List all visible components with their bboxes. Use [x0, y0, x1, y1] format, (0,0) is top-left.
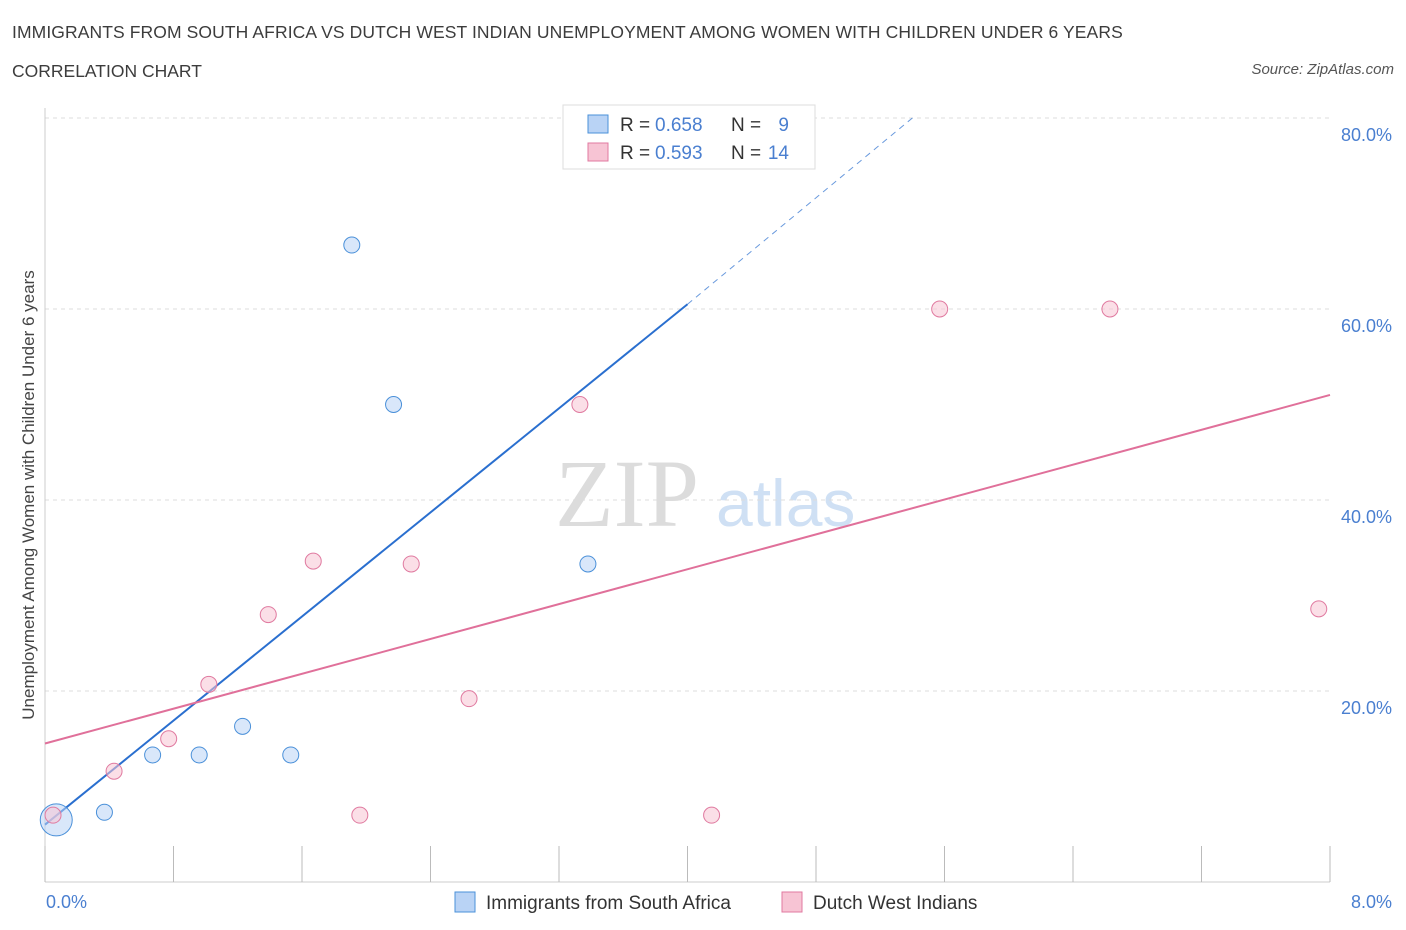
chart-title: IMMIGRANTS FROM SOUTH AFRICA VS DUTCH WE… [12, 22, 1123, 42]
point-dutch-west-indians [304, 552, 322, 570]
point-south-africa [343, 236, 361, 254]
legend-n-value: 9 [778, 115, 789, 136]
point-south-africa [234, 717, 252, 735]
point-dutch-west-indians [259, 606, 277, 624]
trendline-south-africa-extension [687, 117, 913, 305]
y-tick-label: 20.0% [1341, 698, 1392, 718]
point-dutch-west-indians [105, 762, 123, 780]
x-tick-label: 8.0% [1351, 892, 1392, 912]
bottom-legend-swatch-dutch-west-indians [781, 891, 803, 913]
legend-r-value: 0.593 [655, 143, 703, 164]
point-south-africa [282, 746, 300, 764]
legend-r-label: R = [620, 115, 650, 136]
y-tick-label: 60.0% [1341, 316, 1392, 336]
x-tick-label: 0.0% [46, 892, 87, 912]
legend-swatch-south-africa [587, 114, 609, 134]
bottom-legend-swatch-south-africa [454, 891, 476, 913]
legend-r-value: 0.658 [655, 115, 703, 136]
point-dutch-west-indians [44, 806, 62, 824]
point-south-africa [190, 746, 208, 764]
point-dutch-west-indians [1101, 300, 1119, 318]
y-tick-label: 40.0% [1341, 507, 1392, 527]
trendline-dutch-west-indians [44, 393, 1331, 745]
legend-r-label: R = [620, 143, 650, 164]
point-dutch-west-indians [1310, 600, 1328, 618]
watermark-atlas: atlas [716, 466, 855, 540]
point-dutch-west-indians [160, 730, 178, 748]
watermark-zip: ZIP [555, 440, 699, 547]
y-tick-label: 80.0% [1341, 125, 1392, 145]
source-label: Source: ZipAtlas.com [1251, 61, 1394, 78]
point-south-africa [385, 396, 403, 413]
point-south-africa [95, 803, 113, 821]
point-dutch-west-indians [931, 300, 949, 318]
point-dutch-west-indians [460, 690, 478, 708]
bottom-legend-label-south-africa: Immigrants from South Africa [486, 893, 731, 914]
trendline-south-africa [44, 303, 689, 826]
point-south-africa [579, 555, 597, 573]
legend-n-value: 14 [768, 143, 790, 164]
legend-swatch-dutch-west-indians [587, 142, 609, 162]
point-dutch-west-indians [402, 555, 420, 573]
point-dutch-west-indians [703, 806, 721, 824]
point-south-africa [144, 746, 162, 764]
legend-n-label: N = [731, 143, 761, 164]
chart-subtitle: CORRELATION CHART [12, 61, 202, 81]
bottom-legend-label-dutch-west-indians: Dutch West Indians [813, 893, 977, 914]
legend-n-label: N = [731, 115, 761, 136]
point-dutch-west-indians [351, 806, 369, 824]
y-axis-label: Unemployment Among Women with Children U… [19, 270, 38, 719]
point-dutch-west-indians [571, 396, 589, 413]
point-dutch-west-indians [200, 675, 218, 693]
